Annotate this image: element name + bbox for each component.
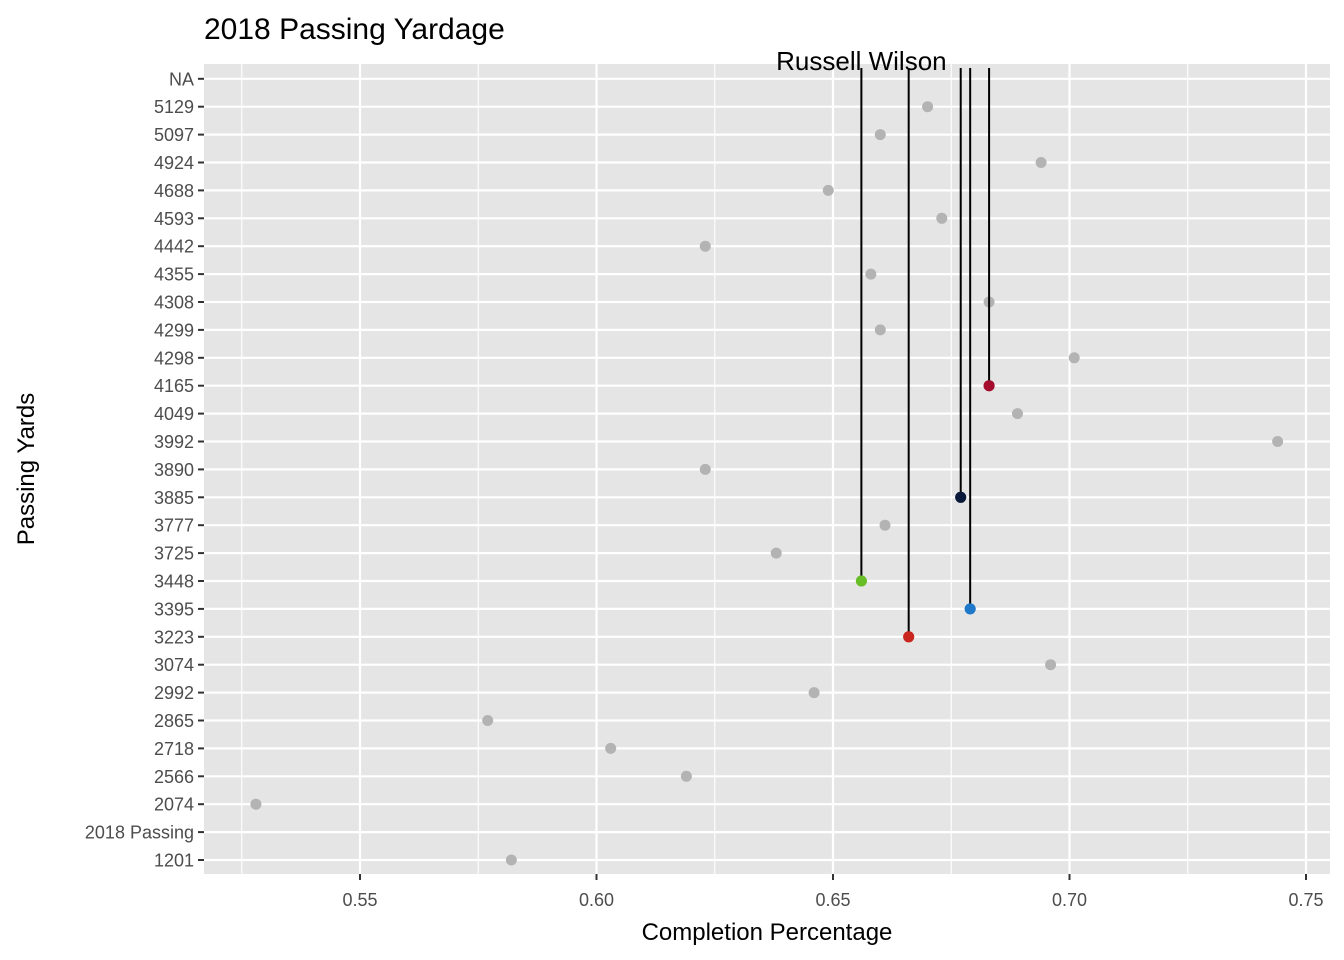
y-tick-label: 4924 xyxy=(154,153,194,173)
x-tick-label: 0.70 xyxy=(1052,890,1087,910)
data-point xyxy=(1068,352,1080,364)
y-tick-label: 2018 Passing xyxy=(85,823,194,843)
gridlines xyxy=(204,64,1330,874)
x-tick-label: 0.60 xyxy=(579,890,614,910)
y-tick-label: 2074 xyxy=(154,795,194,815)
data-point xyxy=(808,687,820,699)
data-point xyxy=(822,184,834,196)
y-tick-label: 3890 xyxy=(154,460,194,480)
data-point xyxy=(922,101,934,113)
y-tick-label: 4593 xyxy=(154,209,194,229)
data-point xyxy=(1011,408,1023,420)
data-point xyxy=(505,854,517,866)
y-tick-label: 4355 xyxy=(154,265,194,285)
y-tick-label: 4298 xyxy=(154,348,194,368)
data-point xyxy=(250,798,262,810)
y-tick-label: 3223 xyxy=(154,627,194,647)
data-point xyxy=(879,519,891,531)
data-point xyxy=(770,547,782,559)
data-point xyxy=(874,129,886,141)
y-tick-label: 4165 xyxy=(154,376,194,396)
y-tick-label: 4308 xyxy=(154,293,194,313)
highlight-point xyxy=(903,631,915,643)
y-tick-label: 4049 xyxy=(154,404,194,424)
data-point xyxy=(680,770,692,782)
y-tick-label: 3777 xyxy=(154,516,194,536)
y-tick-label: 3725 xyxy=(154,544,194,564)
x-tick-label: 0.65 xyxy=(815,890,850,910)
y-tick-label: 3074 xyxy=(154,655,194,675)
axis-ticks: 0.55 0.60 0.65 0.70 0.75 1201 2018 Passing 2074… xyxy=(85,69,1324,910)
highlight-labels: Russell Wilson xyxy=(776,46,995,643)
y-tick-label: 1201 xyxy=(154,851,194,871)
y-tick-label: NA xyxy=(169,69,194,89)
y-tick-label: 4299 xyxy=(154,320,194,340)
highlight-point xyxy=(855,575,867,587)
y-tick-label: 3395 xyxy=(154,599,194,619)
y-tick-label: 3885 xyxy=(154,488,194,508)
y-tick-label: 2865 xyxy=(154,711,194,731)
data-point xyxy=(482,715,494,726)
y-tick-label: 2992 xyxy=(154,683,194,703)
data-point xyxy=(699,240,711,252)
x-tick-label: 0.55 xyxy=(342,890,377,910)
y-axis-title: Passing Yards xyxy=(13,393,40,546)
data-point xyxy=(605,742,617,754)
y-tick-label: 2718 xyxy=(154,739,194,759)
x-tick-label: 0.75 xyxy=(1288,890,1323,910)
data-point xyxy=(1035,157,1047,168)
highlight-point xyxy=(964,603,976,615)
y-tick-label: 5097 xyxy=(154,125,194,145)
data-point xyxy=(1272,436,1284,447)
data-point xyxy=(865,268,877,280)
y-tick-label: 3992 xyxy=(154,432,194,452)
highlight-point xyxy=(983,380,995,392)
data-point xyxy=(699,463,711,475)
y-tick-label: 4442 xyxy=(154,237,194,257)
highlight-point xyxy=(955,491,967,503)
chart-title: 2018 Passing Yardage xyxy=(204,13,505,46)
data-point xyxy=(874,324,886,336)
point-label: Russell Wilson xyxy=(776,46,947,76)
y-tick-label: 2566 xyxy=(154,767,194,787)
y-tick-label: 4688 xyxy=(154,181,194,201)
y-tick-label: 3448 xyxy=(154,572,194,592)
x-axis-title: Completion Percentage xyxy=(642,919,893,946)
y-tick-label: 5129 xyxy=(154,97,194,117)
data-point xyxy=(936,212,948,224)
data-point xyxy=(1045,659,1057,671)
